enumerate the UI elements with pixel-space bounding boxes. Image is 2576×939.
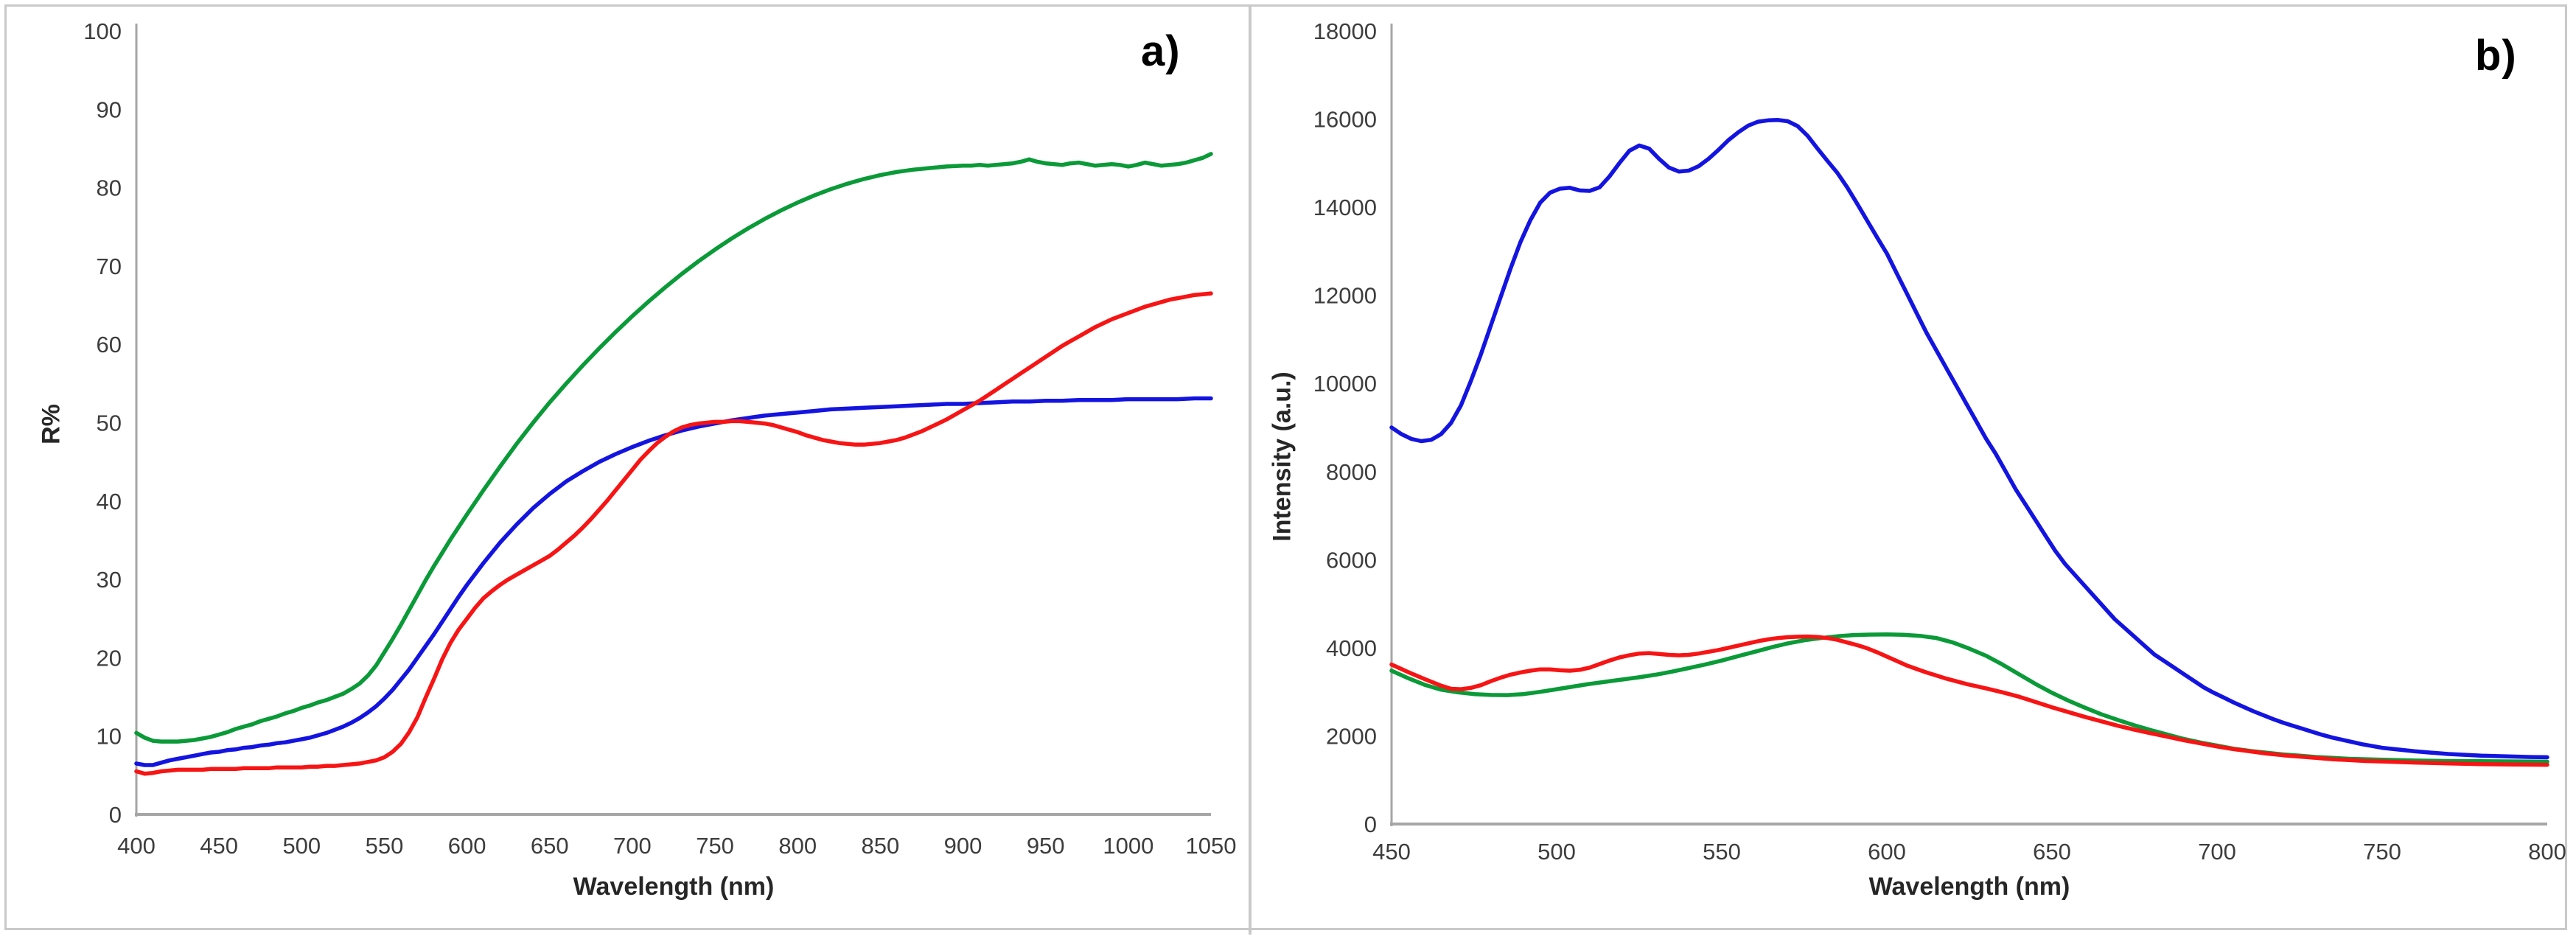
x-tick-label: 400 (117, 833, 156, 859)
panel-divider (1249, 4, 1252, 935)
y-tick-label: 18000 (1313, 18, 1377, 44)
y-tick-label: 100 (83, 18, 122, 44)
x-tick-label: 550 (366, 833, 404, 859)
x-tick-label: 800 (2528, 839, 2566, 865)
red-curve (134, 291, 1213, 776)
panel-a-label: a) (1141, 27, 1181, 75)
y-tick-label: 4000 (1326, 635, 1377, 661)
y-tick-label: 20 (97, 645, 122, 671)
emission-intensity-chart: 0 2000 4000 6000 8000 10000 12000 14000 16000 180… (1313, 18, 2566, 865)
y-tick-label: 2000 (1326, 723, 1377, 749)
y-tick-label: 60 (97, 332, 122, 357)
y-tick-label: 0 (109, 802, 122, 828)
x-tick-label: 700 (2198, 839, 2236, 865)
y-tick-label: 0 (1364, 811, 1377, 837)
y-tick-label: 80 (97, 175, 122, 201)
y-tick-label: 14000 (1313, 195, 1377, 220)
y-tick-label: 30 (97, 567, 122, 593)
y-tick-label: 10000 (1313, 371, 1377, 397)
reflectance-spectra-chart: 0 10 20 30 40 50 60 70 80 90 100 400 450 500 550 600 650… (83, 18, 1237, 859)
x-tick-label: 850 (862, 833, 900, 859)
y-tick-label: 70 (97, 254, 122, 279)
x-tick-label: 750 (2363, 839, 2401, 865)
x-tick-label: 1000 (1103, 833, 1153, 859)
x-tick-label: 750 (696, 833, 734, 859)
x-tick-label: 1050 (1186, 833, 1237, 859)
red-curve (1389, 634, 2549, 767)
y-tick-label: 12000 (1313, 283, 1377, 309)
x-tick-label: 900 (944, 833, 982, 859)
x-tick-label: 950 (1027, 833, 1065, 859)
y-tick-label: 10 (97, 724, 122, 750)
figure-frame (4, 4, 2567, 930)
y-tick-label: 50 (97, 411, 122, 436)
x-tick-label: 450 (200, 833, 238, 859)
panel-b-x-axis-title: Wavelength (nm) (1868, 873, 2070, 901)
x-tick-label: 500 (282, 833, 321, 859)
x-tick-label: 600 (448, 833, 486, 859)
panel-b-y-axis-title: Intensity (a.u.) (1268, 371, 1296, 542)
y-tick-label: 8000 (1326, 459, 1377, 485)
y-tick-label: 40 (97, 489, 122, 514)
green-curve (1389, 632, 2549, 764)
x-tick-label: 650 (2033, 839, 2071, 865)
y-tick-label: 90 (97, 97, 122, 122)
y-tick-label: 16000 (1313, 107, 1377, 133)
x-tick-label: 500 (1537, 839, 1576, 865)
x-tick-label: 700 (613, 833, 652, 859)
x-tick-label: 550 (1703, 839, 1741, 865)
panel-b-label: b) (2475, 32, 2517, 80)
y-tick-label: 6000 (1326, 547, 1377, 573)
green-curve (134, 152, 1213, 744)
blue-curve (1389, 118, 2549, 760)
x-tick-label: 600 (1868, 839, 1906, 865)
panel-a-y-axis-title: R% (37, 404, 66, 444)
panel-a-x-axis-title: Wavelength (nm) (573, 873, 775, 901)
x-tick-label: 650 (531, 833, 569, 859)
x-tick-label: 450 (1372, 839, 1411, 865)
x-tick-label: 800 (778, 833, 817, 859)
